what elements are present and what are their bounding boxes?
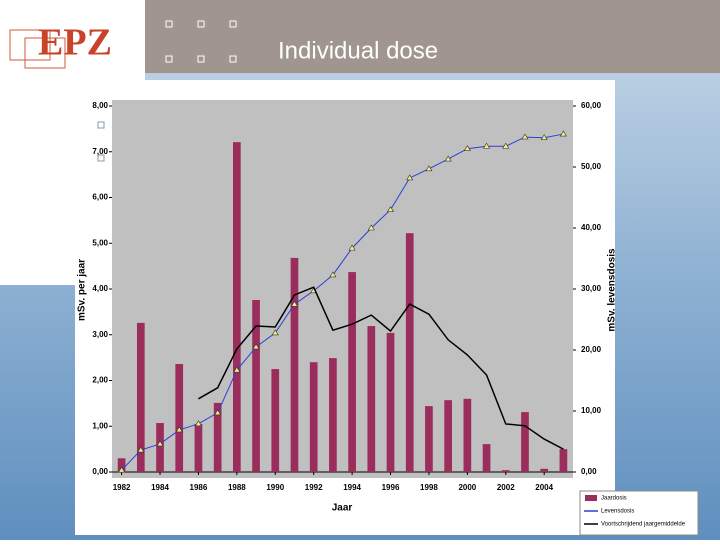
y-tick-label: 0,00 bbox=[92, 467, 108, 476]
y-tick-label: 4,00 bbox=[92, 284, 108, 293]
title-bar bbox=[145, 0, 720, 73]
marker bbox=[540, 134, 548, 141]
logo-text: EPZ bbox=[38, 22, 112, 64]
marker bbox=[521, 133, 529, 140]
x-tick-label: 1998 bbox=[420, 483, 438, 492]
bar bbox=[540, 468, 549, 472]
marker bbox=[137, 446, 145, 453]
bar bbox=[271, 369, 280, 472]
bar bbox=[117, 458, 126, 472]
legend bbox=[579, 490, 699, 536]
bar bbox=[194, 423, 203, 472]
y-tick-label: 7,00 bbox=[92, 147, 108, 156]
x-tick-label: 1994 bbox=[343, 483, 361, 492]
y2-tick-label: 50,00 bbox=[581, 162, 602, 171]
bar bbox=[501, 470, 510, 472]
marker bbox=[329, 271, 337, 278]
y-tick-label: 3,00 bbox=[92, 330, 108, 339]
x-tick-label: 1990 bbox=[266, 483, 284, 492]
x-tick-label: 2002 bbox=[497, 483, 515, 492]
bar bbox=[252, 299, 260, 472]
bar bbox=[156, 423, 164, 472]
bar bbox=[213, 402, 222, 472]
marker bbox=[444, 155, 452, 162]
bar bbox=[521, 412, 529, 472]
marker bbox=[348, 244, 356, 251]
bar bbox=[559, 449, 568, 472]
x-tick-label: 1992 bbox=[305, 483, 323, 492]
legend-label: Jaardosis bbox=[601, 496, 627, 502]
x-tick-label: 1984 bbox=[151, 483, 169, 492]
decor-square bbox=[97, 154, 105, 162]
marker bbox=[175, 426, 183, 433]
marker bbox=[367, 224, 375, 231]
marker bbox=[271, 329, 279, 336]
logo: EPZ bbox=[9, 22, 112, 69]
y2-tick-label: 40,00 bbox=[581, 223, 602, 232]
legend-swatch bbox=[585, 495, 597, 501]
bar bbox=[329, 358, 337, 472]
y2-tick-label: 10,00 bbox=[581, 406, 602, 415]
y-axis-label: mSv. per jaar bbox=[77, 259, 88, 321]
y-tick-label: 8,00 bbox=[92, 101, 108, 110]
legend-label: Voortschrijdend jaargemiddelde bbox=[601, 522, 686, 528]
marker bbox=[214, 409, 222, 416]
slide-title: Individual dose bbox=[278, 37, 438, 64]
marker bbox=[463, 145, 471, 151]
marker bbox=[156, 440, 164, 447]
marker bbox=[194, 420, 202, 427]
y-tick-label: 5,00 bbox=[92, 238, 108, 247]
line bbox=[198, 286, 564, 450]
bar bbox=[233, 142, 241, 472]
marker bbox=[483, 142, 491, 149]
y-tick-label: 1,00 bbox=[92, 421, 108, 430]
marker bbox=[290, 300, 299, 307]
legend-label: Levensdosis bbox=[601, 509, 634, 515]
marker bbox=[425, 165, 433, 172]
x-tick-label: 2004 bbox=[535, 483, 553, 492]
marker bbox=[233, 366, 241, 373]
marker bbox=[406, 174, 414, 181]
marker bbox=[502, 142, 510, 149]
y2-tick-label: 30,00 bbox=[581, 284, 602, 293]
bar bbox=[482, 444, 491, 472]
y2-tick-label: 0,00 bbox=[581, 467, 597, 476]
bar bbox=[463, 398, 472, 472]
bar bbox=[405, 233, 414, 472]
line bbox=[121, 133, 564, 471]
x-tick-label: 1988 bbox=[228, 483, 246, 492]
marker bbox=[559, 130, 567, 137]
bar bbox=[425, 406, 433, 472]
bar bbox=[367, 326, 376, 472]
bar bbox=[386, 332, 395, 472]
bar bbox=[290, 257, 299, 472]
x-tick-label: 1996 bbox=[382, 483, 400, 492]
y-tick-label: 6,00 bbox=[92, 193, 108, 202]
marker bbox=[386, 206, 395, 212]
marker bbox=[252, 343, 260, 350]
y2-axis-label: mSv. levensdosis bbox=[607, 248, 618, 332]
bar bbox=[348, 272, 356, 472]
bar bbox=[136, 322, 145, 472]
decor-square bbox=[97, 121, 105, 129]
y2-tick-label: 60,00 bbox=[581, 101, 602, 110]
bar bbox=[175, 364, 184, 472]
y2-tick-label: 20,00 bbox=[581, 345, 602, 354]
bar bbox=[309, 362, 318, 472]
x-tick-label: 2000 bbox=[458, 483, 476, 492]
plot-area bbox=[112, 100, 573, 478]
x-axis-label: Jaar bbox=[332, 503, 353, 514]
marker bbox=[118, 466, 126, 473]
y-tick-label: 2,00 bbox=[92, 376, 108, 385]
bar bbox=[444, 400, 452, 472]
x-tick-label: 1986 bbox=[190, 483, 208, 492]
x-tick-label: 1982 bbox=[113, 483, 131, 492]
